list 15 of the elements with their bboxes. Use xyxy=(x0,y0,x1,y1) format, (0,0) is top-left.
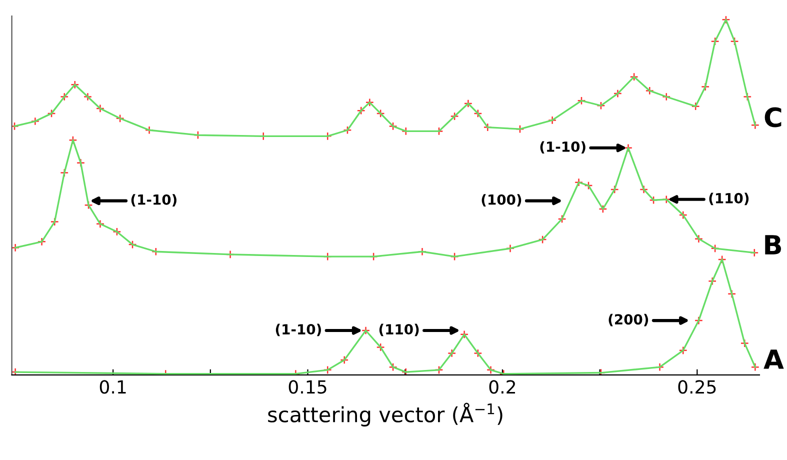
annotation: (1-10) xyxy=(276,324,321,336)
series-label: C xyxy=(764,107,782,128)
x-axis-title: scattering vector (Å$^{−1}$) xyxy=(268,402,502,426)
series-label: A xyxy=(764,350,784,369)
annotation: (200) xyxy=(608,314,648,326)
x-tick-label: 0.2 xyxy=(489,380,515,394)
annotation: (1-10) xyxy=(540,141,586,154)
x-tick-label: 0.25 xyxy=(678,380,716,394)
series-label: B xyxy=(765,235,781,254)
annotation: (100) xyxy=(482,194,522,206)
x-tick-label: 0.1 xyxy=(100,380,126,394)
x-tick-label: 0.15 xyxy=(288,380,326,394)
annotation: (1-10) xyxy=(131,194,176,206)
annotation: (110) xyxy=(379,324,419,336)
annotation: (110) xyxy=(709,192,749,206)
